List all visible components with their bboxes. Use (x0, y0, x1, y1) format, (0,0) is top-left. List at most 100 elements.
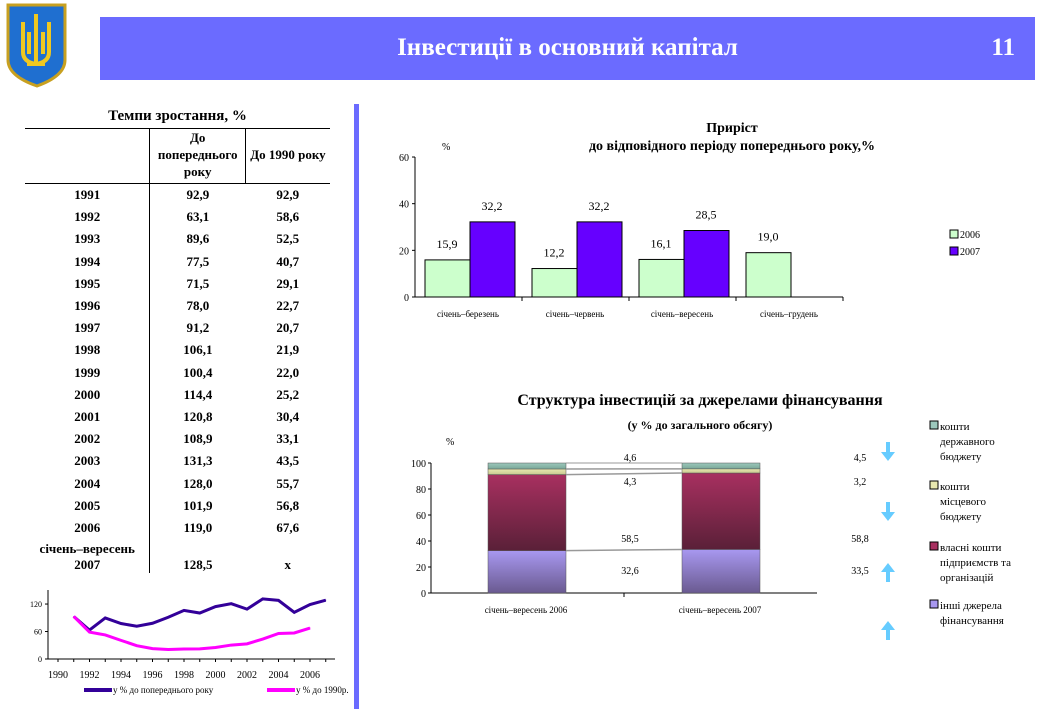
table-row: 2000 114,4 25,2 (25, 383, 330, 406)
row-1990: 20,7 (276, 320, 300, 336)
data-point (246, 608, 248, 610)
x-tick-label: 1990 (48, 670, 68, 681)
row-1990: 21,9 (276, 342, 300, 358)
table-row: 1999 100,4 22,0 (25, 361, 330, 384)
row-year: 1999 (74, 364, 101, 380)
table-row: 1995 71,5 29,1 (25, 272, 330, 295)
growth-bar-chart: Приріст до відповідного періоду попереднь… (399, 121, 980, 319)
row-1990: 92,9 (276, 187, 300, 203)
table-row: 1996 78,0 22,7 (25, 294, 330, 318)
x-tick-label: 2002 (237, 670, 257, 681)
growth-table: До попереднього року До 1990 року 1991 92… (25, 128, 330, 573)
row-prev-year: 108,9 (149, 428, 246, 451)
y-tick-label: 100 (411, 459, 426, 470)
data-point (120, 623, 122, 625)
trend-up-arrow-icon (881, 563, 895, 582)
data-point (183, 648, 185, 650)
row-prev-year: 91,2 (149, 317, 246, 340)
legend-label-line: місцевого (940, 496, 987, 508)
data-label: 19,0 (758, 230, 779, 244)
row-year: 1997 (74, 320, 101, 336)
data-point (199, 648, 201, 650)
x-tick-label: 2006 (300, 670, 320, 681)
data-point (325, 599, 327, 601)
row-1990: 55,7 (276, 475, 300, 491)
data-label: 15,9 (437, 237, 458, 251)
data-point (262, 598, 264, 600)
data-point (309, 603, 311, 605)
header-bar: Інвестиції в основний капітал 11 (100, 17, 1035, 80)
coat-of-arms-emblem (5, 2, 68, 88)
bar-2006 (638, 258, 685, 298)
row-year: 2006 (74, 519, 101, 535)
y-tick-label: 60 (399, 153, 409, 164)
x-tick-label: 1992 (80, 670, 100, 681)
data-point (152, 648, 153, 650)
data-label: 32,2 (482, 199, 503, 213)
data-label: 58,8 (851, 534, 869, 545)
y-tick-label: 120 (30, 600, 42, 609)
stack-segment (681, 462, 761, 470)
data-point (199, 612, 201, 614)
chart-subtitle: (у % до загального обсягу) (628, 418, 773, 432)
table-row: 1994 77,5 40,7 (25, 250, 330, 273)
legend-swatch (929, 480, 939, 490)
data-label: 16,1 (651, 236, 672, 250)
y-tick-label: 20 (416, 563, 426, 574)
data-label: 32,2 (589, 199, 610, 213)
data-point (73, 615, 75, 617)
data-point (104, 617, 106, 619)
table-row: 2006 119,0 67,6 (25, 516, 330, 539)
y-tick-label: 40 (399, 200, 409, 211)
y-axis-unit: % (442, 142, 450, 153)
data-point (230, 603, 232, 605)
stack-segment (487, 468, 567, 475)
row-1990: 43,5 (276, 453, 300, 469)
row-prev-year: 128,0 (149, 472, 246, 495)
row-year: 2003 (74, 453, 101, 469)
legend-label-line: фінансування (940, 615, 1004, 627)
data-label: 28,5 (696, 208, 717, 222)
series-connector-line (565, 548, 683, 552)
data-label: 4,6 (624, 453, 637, 464)
data-label: 58,5 (621, 534, 639, 545)
x-tick-label: січень–червень (546, 309, 605, 319)
y-axis-unit: % (446, 437, 454, 448)
table-row-2007: січень–вересень 2007 128,5 x (25, 539, 330, 573)
y-tick-label: 60 (416, 511, 426, 522)
data-label: 12,2 (544, 246, 565, 260)
trend-up-arrow-icon (881, 621, 895, 640)
row-1990: 58,6 (276, 209, 300, 225)
row-1990: 33,1 (276, 431, 300, 447)
row-year: 1995 (74, 275, 101, 291)
table-row: 2004 128,0 55,7 (25, 472, 330, 495)
header-1990: До 1990 року (245, 128, 330, 184)
chart-subtitle: до відповідного періоду попереднього рок… (589, 139, 875, 154)
data-point (278, 599, 279, 601)
header-year (25, 128, 150, 184)
row-prev-year: 92,9 (149, 183, 246, 207)
trend-down-arrow-icon (881, 502, 895, 521)
row-year: 2002 (74, 431, 101, 447)
data-label: 32,6 (621, 566, 639, 577)
legend-label: 2007 (960, 247, 980, 258)
row-1990: 52,5 (276, 231, 300, 247)
row-prev-year: 89,6 (149, 228, 246, 251)
table-row: 2001 120,8 30,4 (25, 405, 330, 429)
data-label: 3,2 (854, 477, 867, 488)
data-point (89, 631, 90, 633)
data-label: 33,5 (851, 566, 869, 577)
legend-swatch (949, 246, 959, 256)
chart-title: Приріст (706, 121, 758, 136)
row-1990: 30,4 (276, 408, 300, 424)
stack-segment (681, 549, 761, 594)
row-year: 1996 (74, 298, 101, 314)
line-chart: 0 60 120 1990 1992 1994 1996 1998 2000 2002 2004 20… (30, 590, 349, 695)
stack-segment (487, 474, 567, 551)
y-tick-label: 60 (34, 628, 42, 637)
data-point (262, 638, 264, 640)
x-tick-label: 2000 (206, 670, 226, 681)
x-tick-label: січень–вересень 2007 (679, 605, 762, 615)
legend-label-line: кошти (940, 481, 970, 493)
row-year: 2000 (74, 386, 101, 402)
